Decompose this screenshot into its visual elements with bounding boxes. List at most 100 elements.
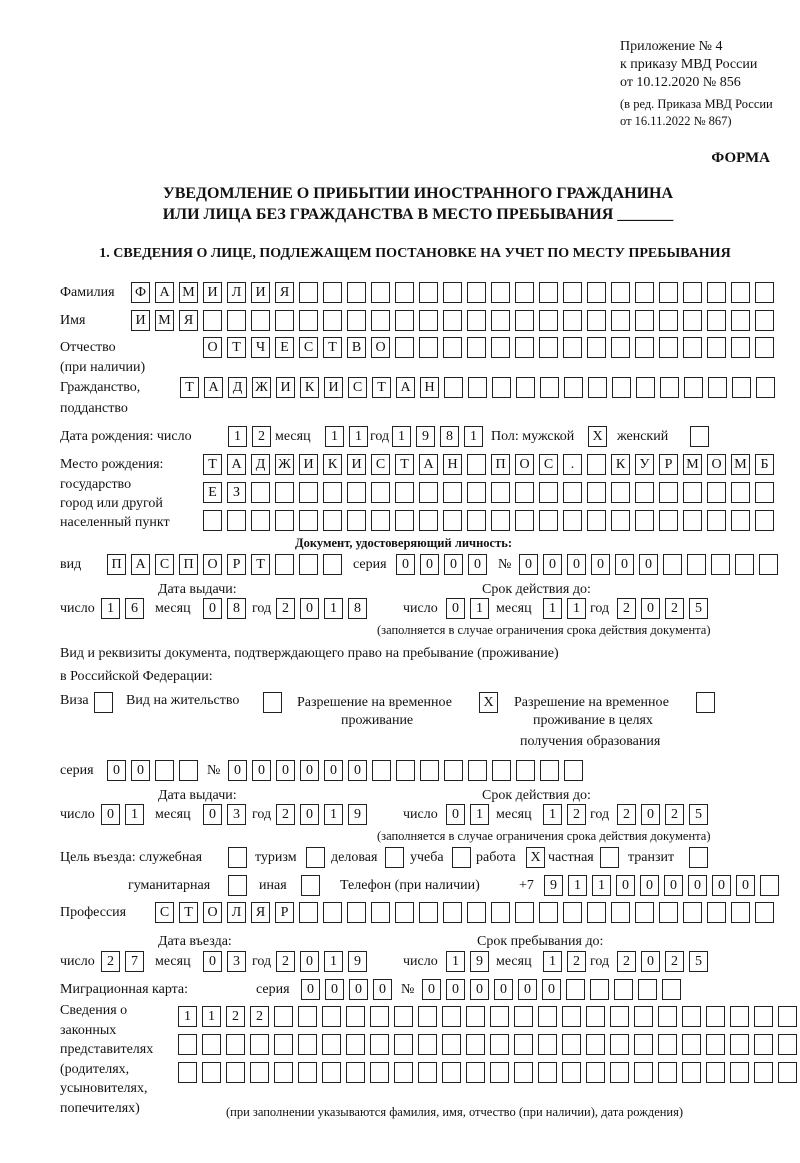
residence-permit-checkbox[interactable]: [263, 692, 282, 713]
citizenship-char-box[interactable]: [732, 377, 751, 398]
birthplace-line3-char-box[interactable]: [299, 510, 318, 531]
birthplace-line3-char-box[interactable]: [467, 510, 486, 531]
profession-char-box[interactable]: Я: [251, 902, 270, 923]
id-series-char-box[interactable]: 0: [444, 554, 463, 575]
reps-line3-char-box[interactable]: [634, 1062, 653, 1083]
reps-line3-char-box[interactable]: [250, 1062, 269, 1083]
res-valid-day-char-box[interactable]: 1: [470, 804, 489, 825]
stay-month-char-box[interactable]: 2: [567, 951, 586, 972]
mc-number-char-box[interactable]: [638, 979, 657, 1000]
birthplace-line2-char-box[interactable]: [515, 482, 534, 503]
birth-year-char-box[interactable]: 1: [392, 426, 411, 447]
name-char-box[interactable]: [203, 310, 222, 331]
surname-char-box[interactable]: [299, 282, 318, 303]
citizenship-char-box[interactable]: [612, 377, 631, 398]
id-issue-year-char-box[interactable]: 8: [348, 598, 367, 619]
birthplace-line3-char-box[interactable]: [731, 510, 750, 531]
citizenship-char-box[interactable]: [708, 377, 727, 398]
res-number-char-box[interactable]: [468, 760, 487, 781]
reps-line1-char-box[interactable]: [490, 1006, 509, 1027]
patronymic-char-box[interactable]: [659, 337, 678, 358]
reps-line1-char-box[interactable]: [394, 1006, 413, 1027]
mc-number-char-box[interactable]: 0: [422, 979, 441, 1000]
name-char-box[interactable]: М: [155, 310, 174, 331]
birthplace-line2-char-box[interactable]: [539, 482, 558, 503]
reps-line1-char-box[interactable]: [298, 1006, 317, 1027]
name-char-box[interactable]: И: [131, 310, 150, 331]
purpose-business-checkbox[interactable]: [385, 847, 404, 868]
reps-line1-char-box[interactable]: [634, 1006, 653, 1027]
birthplace-line3-char-box[interactable]: [491, 510, 510, 531]
citizenship-char-box[interactable]: [564, 377, 583, 398]
surname-char-box[interactable]: [755, 282, 774, 303]
stay-year-char-box[interactable]: 0: [641, 951, 660, 972]
purpose-study-checkbox[interactable]: [452, 847, 471, 868]
profession-char-box[interactable]: [395, 902, 414, 923]
birthplace-line1-char-box[interactable]: Д: [251, 454, 270, 475]
profession-char-box[interactable]: [323, 902, 342, 923]
reps-line3-char-box[interactable]: [394, 1062, 413, 1083]
entry-year-char-box[interactable]: 0: [300, 951, 319, 972]
surname-char-box[interactable]: [443, 282, 462, 303]
reps-line3-char-box[interactable]: [226, 1062, 245, 1083]
id-issue-day-char-box[interactable]: 1: [101, 598, 120, 619]
reps-line3-char-box[interactable]: [658, 1062, 677, 1083]
phone-char-box[interactable]: 0: [688, 875, 707, 896]
birthplace-line2-char-box[interactable]: [275, 482, 294, 503]
patronymic-char-box[interactable]: [611, 337, 630, 358]
birth-year-char-box[interactable]: 9: [416, 426, 435, 447]
entry-day-char-box[interactable]: 7: [125, 951, 144, 972]
res-number-char-box[interactable]: [372, 760, 391, 781]
birthplace-line2-char-box[interactable]: [659, 482, 678, 503]
birthplace-line2-char-box[interactable]: З: [227, 482, 246, 503]
citizenship-char-box[interactable]: [588, 377, 607, 398]
citizenship-char-box[interactable]: [660, 377, 679, 398]
stay-day-char-box[interactable]: 1: [446, 951, 465, 972]
birthplace-line2-char-box[interactable]: [395, 482, 414, 503]
birthplace-line1-char-box[interactable]: М: [683, 454, 702, 475]
patronymic-char-box[interactable]: [587, 337, 606, 358]
patronymic-char-box[interactable]: О: [203, 337, 222, 358]
surname-char-box[interactable]: [395, 282, 414, 303]
patronymic-char-box[interactable]: Т: [227, 337, 246, 358]
patronymic-char-box[interactable]: [755, 337, 774, 358]
reps-line2-char-box[interactable]: [394, 1034, 413, 1055]
patronymic-char-box[interactable]: [731, 337, 750, 358]
profession-char-box[interactable]: [419, 902, 438, 923]
name-char-box[interactable]: [347, 310, 366, 331]
patronymic-char-box[interactable]: О: [371, 337, 390, 358]
purpose-private-checkbox[interactable]: [600, 847, 619, 868]
reps-line2-char-box[interactable]: [514, 1034, 533, 1055]
birthplace-line1-char-box[interactable]: У: [635, 454, 654, 475]
name-char-box[interactable]: [683, 310, 702, 331]
birthplace-line1-char-box[interactable]: Н: [443, 454, 462, 475]
res-valid-year-char-box[interactable]: 5: [689, 804, 708, 825]
reps-line1-char-box[interactable]: [586, 1006, 605, 1027]
birthplace-line3-char-box[interactable]: [395, 510, 414, 531]
birthplace-line2-char-box[interactable]: [635, 482, 654, 503]
phone-char-box[interactable]: 0: [664, 875, 683, 896]
birthplace-line1-char-box[interactable]: А: [227, 454, 246, 475]
id-valid-day-char-box[interactable]: 1: [470, 598, 489, 619]
phone-char-box[interactable]: 0: [616, 875, 635, 896]
name-char-box[interactable]: [251, 310, 270, 331]
birthplace-line1-char-box[interactable]: К: [611, 454, 630, 475]
id-number-char-box[interactable]: 0: [615, 554, 634, 575]
birthplace-line1-char-box[interactable]: О: [707, 454, 726, 475]
res-issue-day-char-box[interactable]: 0: [101, 804, 120, 825]
mc-number-char-box[interactable]: [566, 979, 585, 1000]
citizenship-char-box[interactable]: И: [324, 377, 343, 398]
citizenship-char-box[interactable]: [540, 377, 559, 398]
res-number-char-box[interactable]: [444, 760, 463, 781]
res-issue-year-char-box[interactable]: 2: [276, 804, 295, 825]
res-number-char-box[interactable]: [564, 760, 583, 781]
res-series-char-box[interactable]: [179, 760, 198, 781]
id-number-char-box[interactable]: 0: [639, 554, 658, 575]
profession-char-box[interactable]: Л: [227, 902, 246, 923]
entry-day-char-box[interactable]: 2: [101, 951, 120, 972]
reps-line3-char-box[interactable]: [466, 1062, 485, 1083]
res-number-char-box[interactable]: [420, 760, 439, 781]
res-number-char-box[interactable]: 0: [324, 760, 343, 781]
reps-line2-char-box[interactable]: [586, 1034, 605, 1055]
male-checkbox[interactable]: X: [588, 426, 607, 447]
